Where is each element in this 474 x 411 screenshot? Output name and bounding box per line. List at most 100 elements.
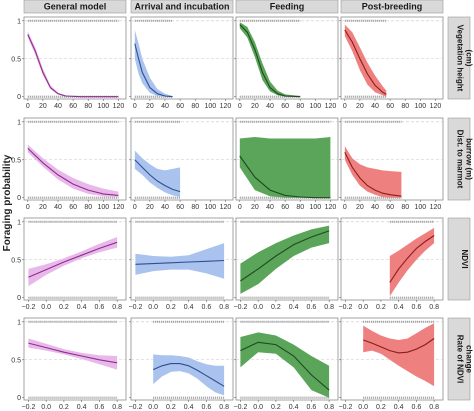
row-header-bg: [447, 16, 471, 100]
x-tick-label: 0.6: [412, 304, 422, 311]
confidence-band: [153, 354, 225, 396]
fitted-line: [240, 341, 330, 391]
x-tick-label: 120: [430, 204, 442, 211]
x-tick-label: 0.8: [324, 404, 334, 411]
row-header-label: NDVI: [460, 249, 469, 268]
x-tick-label: 0.6: [95, 304, 105, 311]
panel: −0.2 0.0 0.2 0.4 0.6 0.8: [129, 317, 234, 411]
x-tick-label: 0.8: [429, 304, 439, 311]
x-tick-label: 0: [343, 103, 347, 110]
x-tick-label: 0.2: [376, 304, 386, 311]
x-tick-label: 0.2: [376, 404, 386, 411]
x-tick-label: 40: [266, 103, 274, 110]
column-header: Post-breeding: [362, 2, 423, 12]
x-tick-label: 120: [325, 204, 337, 211]
x-tick-label: 120: [430, 103, 442, 110]
fitted-line: [28, 342, 118, 364]
x-tick-label: 0.6: [307, 304, 317, 311]
confidence-band: [27, 144, 119, 197]
column-header: General model: [44, 2, 107, 12]
confidence-band: [344, 146, 402, 198]
fitted-line: [27, 148, 119, 196]
row-header-label: Rate of NDVI: [456, 335, 465, 383]
panel: −0.2 0.0 0.2 0.4 0.6 0.8: [234, 217, 339, 311]
fitted-line: [239, 24, 301, 98]
x-tick-label: 120: [220, 103, 232, 110]
confidence-band: [363, 323, 435, 387]
confidence-band: [134, 29, 173, 97]
x-tick-label: 0: [133, 204, 137, 211]
x-tick-label: −0.2: [234, 304, 248, 311]
x-tick-label: 20: [39, 204, 47, 211]
y-tick-label: 1: [17, 119, 21, 126]
x-tick-label: 0.8: [219, 304, 229, 311]
x-tick-label: 20: [39, 103, 47, 110]
x-tick-label: 0.0: [358, 304, 368, 311]
x-tick-label: 80: [401, 204, 409, 211]
x-tick-label: 0.4: [289, 304, 299, 311]
fitted-line: [28, 241, 118, 278]
x-tick-label: 120: [220, 204, 232, 211]
column-header: Arrival and incubation: [134, 2, 229, 12]
x-tick-label: 0.8: [219, 404, 229, 411]
x-tick-label: −0.2: [129, 304, 143, 311]
x-tick-label: −0.2: [234, 404, 248, 411]
x-tick-label: 60: [281, 204, 289, 211]
panel-frame: [235, 16, 339, 100]
x-tick-label: 0.4: [77, 304, 87, 311]
row-header-bg: [447, 117, 471, 201]
column-header-bg: [130, 0, 234, 14]
fitted-line: [344, 29, 387, 95]
x-tick-label: 0.2: [166, 404, 176, 411]
x-tick-label: 60: [176, 204, 184, 211]
x-tick-label: 80: [191, 103, 199, 110]
x-tick-label: 0.6: [202, 404, 212, 411]
x-tick-label: 0.6: [202, 304, 212, 311]
panel-frame: [130, 117, 234, 201]
x-tick-label: 60: [386, 103, 394, 110]
panel: −0.2 0.0 0.2 0.4 0.6 0.8: [234, 317, 339, 411]
x-tick-label: −0.2: [22, 404, 36, 411]
x-tick-label: 20: [146, 204, 154, 211]
x-tick-label: 0.2: [271, 304, 281, 311]
x-tick-label: 0.8: [112, 304, 122, 311]
x-tick-label: 0.2: [59, 304, 69, 311]
confidence-band: [134, 150, 181, 197]
x-tick-label: 40: [54, 204, 62, 211]
panels: General model Arrival and incubation Feedi…: [11, 0, 474, 411]
x-tick-label: 0.0: [148, 404, 158, 411]
x-tick-label: 80: [84, 103, 92, 110]
x-tick-label: 0.6: [307, 404, 317, 411]
x-tick-label: 100: [204, 103, 216, 110]
panel: −0.2 0.0 0.2 0.4 0.6 0.8: [129, 217, 234, 311]
x-tick-label: 80: [296, 103, 304, 110]
x-tick-label: 100: [97, 103, 109, 110]
x-tick-label: 40: [54, 103, 62, 110]
x-tick-label: 100: [309, 103, 321, 110]
x-tick-label: 0: [238, 103, 242, 110]
x-tick-label: 0.6: [412, 404, 422, 411]
y-tick-label: 0: [17, 195, 21, 202]
y-tick-label: 0: [17, 295, 21, 302]
fitted-line: [152, 363, 225, 387]
panel: −0.2 0.0 0.2 0.4 0.6 0.8 0 0.5 1: [11, 317, 127, 411]
x-tick-label: −0.2: [339, 404, 353, 411]
column-header-bg: [340, 0, 444, 14]
confidence-band: [239, 22, 301, 97]
confidence-band: [135, 243, 225, 279]
row-header-bg: [447, 217, 471, 301]
row-header-bg: [447, 317, 471, 401]
panel: 0 20 40 60 80 100 120 0 0.5 1: [11, 16, 127, 110]
y-tick-label: 0: [17, 395, 21, 402]
panel: 0 20 40 60 80 100 120: [234, 16, 339, 110]
panel: 0 20 40 60 80 100 120 0 0.5 1: [11, 117, 127, 211]
panel: 0 20 40 60 80 100 120: [339, 117, 444, 211]
column-header-bg: [235, 0, 339, 14]
x-tick-label: 80: [84, 204, 92, 211]
x-tick-label: 0.8: [429, 404, 439, 411]
fitted-line: [389, 235, 435, 283]
y-tick-label: 1: [17, 18, 21, 25]
x-tick-label: 20: [356, 204, 364, 211]
x-tick-label: 60: [69, 204, 77, 211]
panel-frame: [23, 16, 127, 100]
